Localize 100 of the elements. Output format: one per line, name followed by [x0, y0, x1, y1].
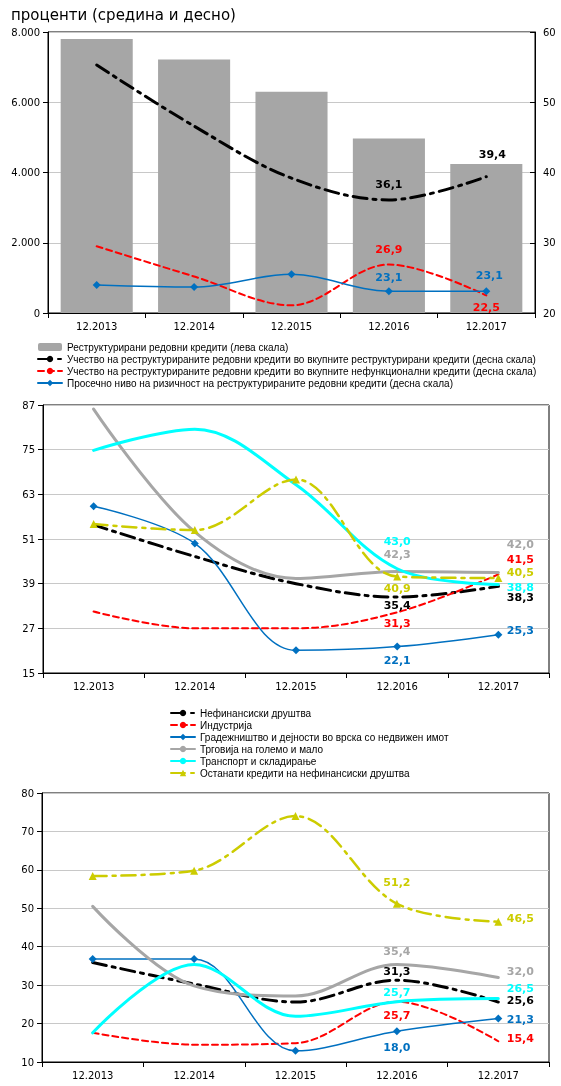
data-label: 43,0 [383, 535, 412, 549]
y-tick-label: 60 [21, 864, 34, 876]
data-label: 35,4 [383, 944, 411, 958]
data-label: 23,1 [475, 268, 503, 282]
y-tick-label: 6.000 [11, 96, 40, 108]
data-label: 25,7 [383, 1009, 411, 1023]
x-tick-label: 12.2017 [477, 680, 520, 692]
point [494, 574, 503, 583]
x-tick-label: 12.2016 [368, 320, 410, 332]
data-label: 40,5 [506, 565, 534, 579]
x-tick-label: 12.2017 [465, 320, 507, 332]
y2-tick-label: 50 [543, 96, 556, 108]
y-tick-label: 70 [21, 825, 34, 837]
data-label: 21,3 [506, 1013, 534, 1027]
point [190, 955, 199, 964]
point [190, 866, 199, 875]
data-label: 35,4 [383, 598, 412, 612]
point [494, 917, 503, 926]
y-tick-label: 15 [22, 667, 35, 679]
point [88, 872, 97, 881]
bar [255, 91, 328, 313]
point [292, 646, 300, 655]
y-tick-label: 80 [21, 787, 34, 799]
point [292, 475, 300, 484]
x-tick-label: 12.2015 [275, 680, 317, 692]
point [287, 270, 296, 279]
data-label: 36,1 [375, 178, 403, 192]
y2-tick-label: 40 [543, 167, 556, 178]
point [393, 572, 402, 581]
bar [352, 138, 425, 313]
y-tick-label: 8.000 [11, 26, 40, 38]
point [494, 630, 503, 639]
y-tick-label: 75 [22, 444, 35, 456]
legend-label: Транспорт и складирање [200, 755, 317, 767]
data-label: 26,9 [375, 243, 403, 257]
point [89, 520, 98, 529]
data-label: 41,5 [506, 552, 534, 566]
y-tick-label: 4.000 [11, 167, 40, 178]
data-label: 42,3 [383, 547, 411, 561]
point [392, 1027, 401, 1036]
y-tick-label: 87 [22, 399, 35, 411]
y-tick-label: 50 [21, 902, 34, 914]
data-label: 32,0 [506, 964, 535, 978]
y-tick-label: 10 [21, 1056, 34, 1068]
y-tick-label: 63 [22, 488, 35, 500]
data-label: 18,0 [383, 1040, 411, 1054]
y-tick-label: 27 [22, 622, 35, 634]
y-tick-label: 39 [22, 578, 35, 590]
point [190, 539, 199, 548]
x-tick-label: 12.2013 [76, 320, 118, 332]
point [89, 502, 98, 511]
y-tick-label: 51 [22, 533, 35, 545]
data-label: 46,5 [506, 912, 534, 926]
point [190, 283, 199, 292]
y-tick-label: 20 [21, 1018, 34, 1030]
data-label: 25,3 [506, 624, 534, 638]
legend-label: Нефинансиски друштва [200, 707, 312, 719]
point [92, 280, 101, 289]
bar [158, 59, 231, 313]
legend-label: Трговија на големо и мало [200, 743, 324, 755]
legend-label: Останати кредити на нефинансиски друштва [200, 767, 411, 779]
point [384, 287, 393, 296]
x-tick-label: 12.2014 [174, 680, 216, 692]
x-tick-label: 12.2015 [274, 1069, 317, 1081]
point [494, 1014, 503, 1023]
data-label: 31,3 [383, 964, 411, 978]
y2-tick-label: 20 [543, 307, 556, 319]
data-label: 25,6 [506, 993, 535, 1007]
legend-label: Реструктурирани редовни кредити (лева скала) [67, 341, 289, 353]
data-label: 25,7 [383, 986, 411, 1000]
point [88, 955, 97, 964]
legend-label: Индустрија [200, 719, 253, 731]
y-tick-label: 30 [21, 979, 34, 991]
data-label: 42,0 [506, 538, 535, 551]
x-tick-label: 12.2017 [477, 1069, 519, 1081]
legend-label: Градежништво и дејности во врска со недвижен имот [200, 731, 449, 743]
data-label: 22,1 [383, 654, 411, 668]
y-tick-label: 2.000 [11, 237, 40, 249]
x-tick-label: 12.2016 [376, 1069, 418, 1081]
point [392, 899, 401, 908]
data-label: 40,9 [383, 582, 411, 596]
bar [450, 164, 523, 313]
data-label: 31,3 [383, 616, 411, 630]
line-series [91, 904, 500, 998]
data-label: 51,2 [383, 876, 411, 890]
data-label: 22,5 [472, 300, 500, 314]
legend-label: Просечно ниво на ризичност на реструктурираните редовни кредити (десна скала) [67, 377, 453, 389]
point [291, 1046, 300, 1055]
x-tick-label: 12.2013 [72, 1069, 114, 1081]
data-label: 39,4 [478, 148, 507, 162]
y2-tick-label: 30 [543, 237, 556, 249]
x-tick-label: 12.2014 [173, 320, 215, 332]
data-label: 15,4 [506, 1031, 535, 1045]
x-tick-label: 12.2013 [72, 680, 115, 692]
point [393, 642, 402, 651]
legend-label: Учество на реструктурираните редовни кредити во вкупните реструктурирани кредити (десна скала) [67, 353, 536, 365]
x-tick-label: 12.2014 [173, 1069, 215, 1081]
x-tick-label: 12.2016 [376, 680, 418, 692]
point [482, 287, 491, 296]
chart-title: проценти (средина и десно) [11, 5, 236, 24]
